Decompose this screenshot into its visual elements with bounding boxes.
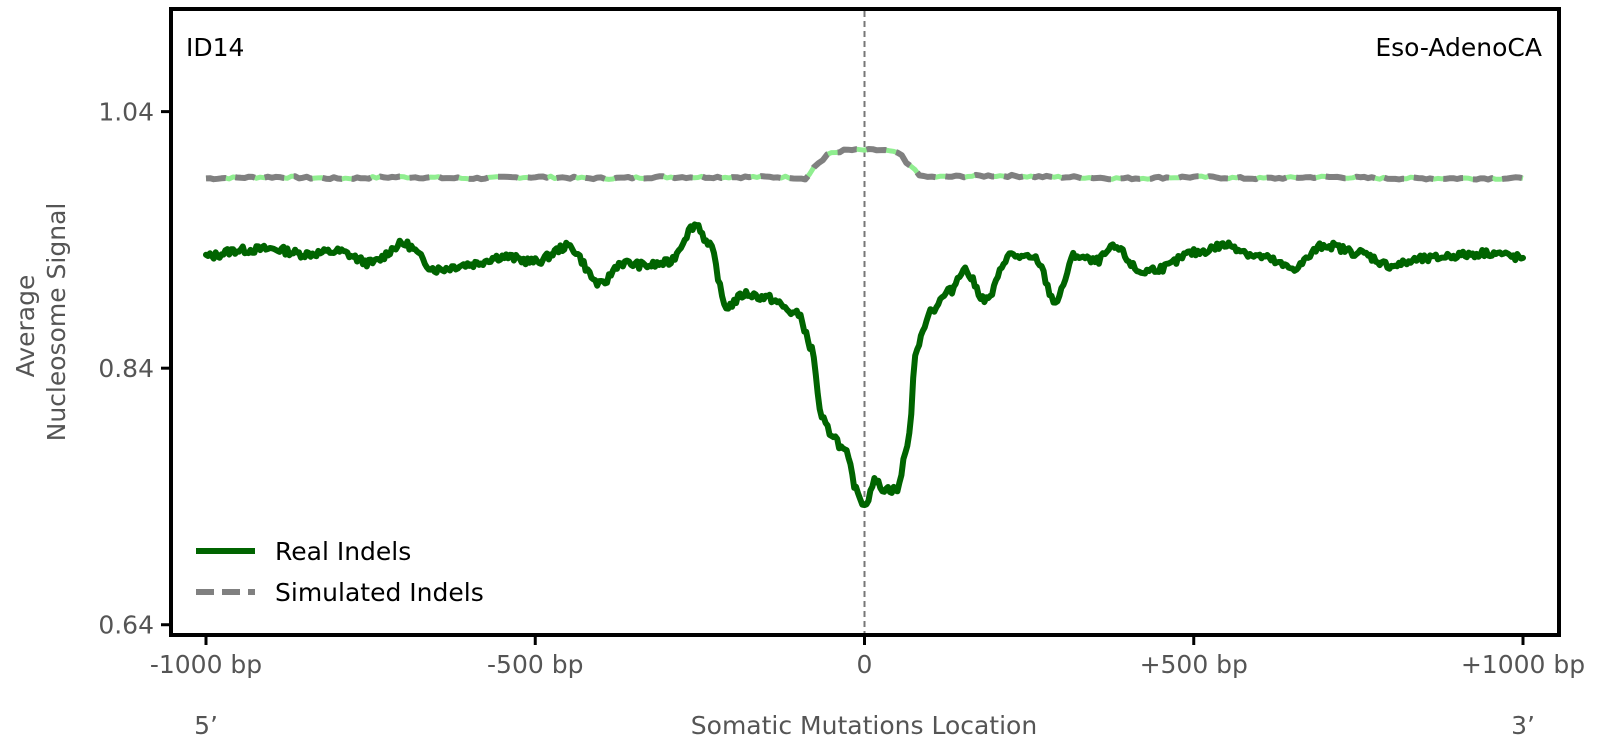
x-tick-label-1: -500 bp xyxy=(487,650,583,679)
y-tick-label-1: 0.84 xyxy=(98,354,154,383)
y-axis-title: Average Nucleosome Signal xyxy=(11,203,71,442)
x-tick-label-3: +500 bp xyxy=(1140,650,1248,679)
simulated-indels-line xyxy=(205,146,1524,183)
plot-layer xyxy=(203,11,1526,633)
legend: Real Indels Simulated Indels xyxy=(196,537,484,607)
x-axis-left-end-label: 5’ xyxy=(194,711,218,740)
y-tick-label-0: 1.04 xyxy=(98,98,154,127)
signature-label: ID14 xyxy=(186,33,244,62)
real-indels-line xyxy=(203,221,1526,509)
x-tick-label-2: 0 xyxy=(857,650,873,679)
x-tick-label-0: -1000 bp xyxy=(150,650,262,679)
cancer-type-label: Eso-AdenoCA xyxy=(1375,33,1542,62)
x-axis-title: Somatic Mutations Location xyxy=(691,711,1037,740)
axis-layer: -1000 bp -500 bp 0 +500 bp +1000 bp 1.04 0.84 0… xyxy=(98,98,1585,679)
x-axis-right-end-label: 3’ xyxy=(1511,711,1535,740)
legend-real-indels-label: Real Indels xyxy=(275,537,411,566)
x-tick-label-4: +1000 bp xyxy=(1461,650,1585,679)
legend-simulated-indels-label: Simulated Indels xyxy=(275,578,484,607)
y-axis-title-line-2: Nucleosome Signal xyxy=(42,203,71,442)
y-tick-label-2: 0.64 xyxy=(98,611,154,640)
y-axis-title-line-1: Average xyxy=(11,275,40,378)
